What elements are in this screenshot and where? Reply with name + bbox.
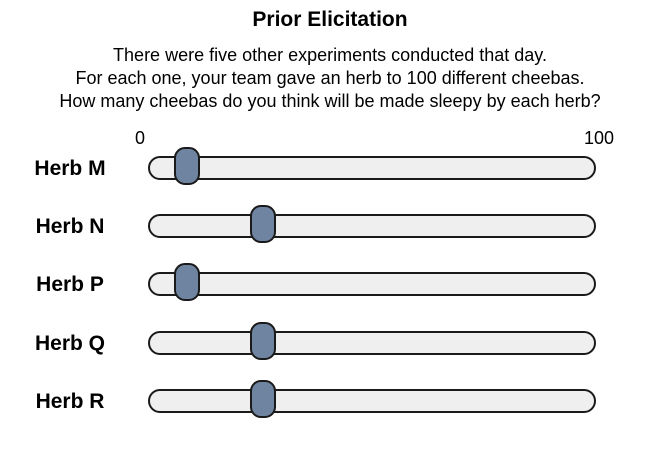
slider-row-herb-q: Herb Q [0, 322, 660, 365]
slider-thumb[interactable] [174, 147, 201, 185]
scale-max-label: 100 [584, 128, 615, 148]
instruction-line: How many cheebas do you think will be ma… [59, 91, 601, 111]
slider-label: Herb M [34, 157, 106, 180]
instruction-line: For each one, your team gave an herb to … [75, 68, 585, 88]
scale-min-label: 0 [135, 128, 146, 148]
slider-label: Herb P [36, 273, 104, 296]
slider-track[interactable] [148, 147, 596, 185]
slider-row-herb-n: Herb N [0, 205, 660, 248]
slider-track[interactable] [148, 322, 596, 360]
slider-track[interactable] [148, 380, 596, 418]
slider-thumb[interactable] [174, 263, 201, 301]
slider-thumb[interactable] [249, 380, 276, 418]
slider-row-herb-r: Herb R [0, 380, 660, 423]
slider-track[interactable] [148, 263, 596, 301]
slider-row-herb-p: Herb P [0, 263, 660, 306]
slider-label: Herb R [35, 390, 105, 413]
slider-label: Herb N [35, 215, 105, 238]
instruction-line: There were five other experiments conduc… [113, 45, 547, 65]
slider-thumb[interactable] [249, 205, 276, 243]
page-title: Prior Elicitation [252, 8, 408, 31]
slider-label: Herb Q [34, 332, 105, 355]
instructions: There were five other experiments conduc… [0, 44, 660, 113]
slider-thumb[interactable] [249, 322, 276, 360]
slider-row-herb-m: Herb M [0, 147, 660, 190]
slider-track[interactable] [148, 205, 596, 243]
